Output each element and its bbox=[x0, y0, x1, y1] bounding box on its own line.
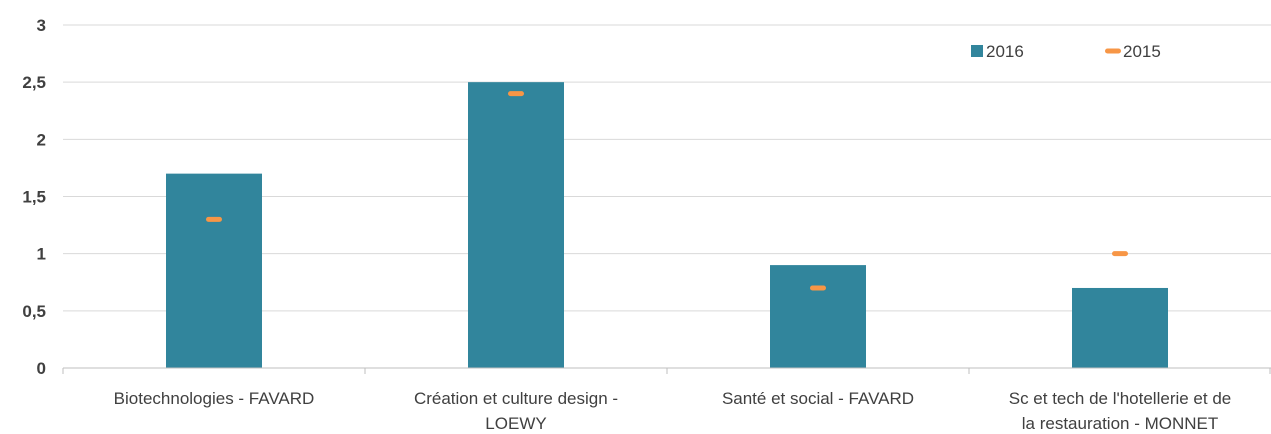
bar-2016 bbox=[770, 265, 866, 368]
legend-label-2015: 2015 bbox=[1123, 42, 1161, 61]
marker-2015 bbox=[508, 91, 524, 97]
x-tick-label: Création et culture design -LOEWY bbox=[414, 389, 618, 433]
legend: 2016 2015 bbox=[971, 42, 1161, 61]
marker-2015 bbox=[1112, 251, 1128, 257]
y-tick-label: 0,5 bbox=[22, 302, 46, 321]
y-tick-label: 1,5 bbox=[22, 188, 46, 207]
legend-label-2016: 2016 bbox=[986, 42, 1024, 61]
marker-2015 bbox=[810, 285, 826, 291]
y-tick-label: 0 bbox=[37, 359, 46, 378]
bar-2016 bbox=[1072, 287, 1168, 368]
x-axis: Biotechnologies - FAVARD Création et cult… bbox=[62, 367, 1271, 433]
bar-2016 bbox=[468, 82, 564, 369]
legend-swatch-2015 bbox=[1105, 48, 1121, 54]
x-tick-label: Santé et social - FAVARD bbox=[722, 389, 914, 408]
y-axis-tick-labels: 0 0,5 1 1,5 2 2,5 3 bbox=[22, 16, 46, 378]
bar-2016 bbox=[166, 173, 262, 368]
y-tick-label: 3 bbox=[37, 16, 46, 35]
marker-2015 bbox=[206, 216, 222, 222]
y-tick-label: 1 bbox=[37, 245, 46, 264]
y-tick-label: 2,5 bbox=[22, 73, 46, 92]
legend-swatch-2016 bbox=[971, 45, 983, 57]
marker-series-2015 bbox=[206, 91, 1128, 291]
gridlines bbox=[63, 24, 1271, 312]
x-tick-label: Sc et tech de l'hotellerie et de la resta… bbox=[1009, 389, 1232, 433]
x-tick-label: Biotechnologies - FAVARD bbox=[114, 389, 315, 408]
bar-series-2016 bbox=[166, 82, 1168, 369]
y-tick-label: 2 bbox=[37, 130, 46, 149]
